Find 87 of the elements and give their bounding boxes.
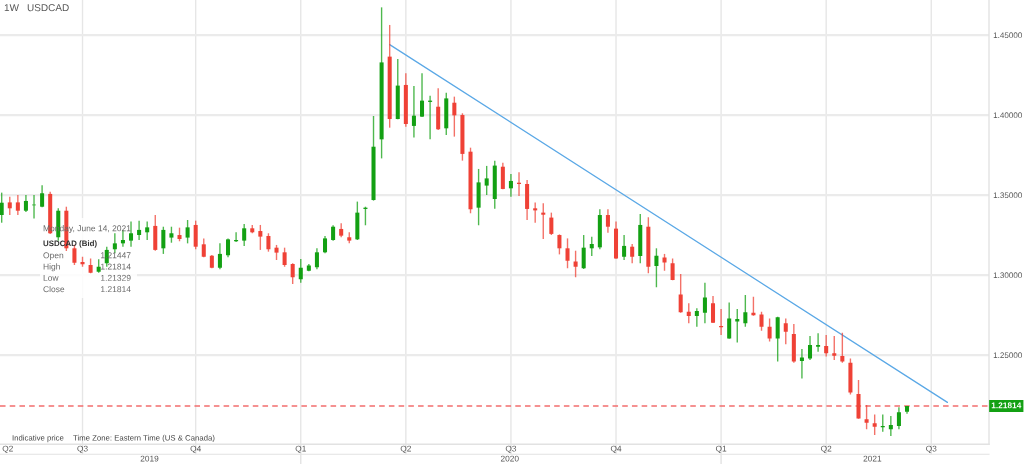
candlestick <box>686 302 691 325</box>
x2-tick-label: 2021 <box>863 455 882 462</box>
candlestick <box>783 317 788 345</box>
x-tick-label: Q3 <box>926 445 937 454</box>
x-tick-label: Q4 <box>610 445 622 454</box>
x-tick-label: Q1 <box>715 445 727 454</box>
candlestick <box>824 334 829 358</box>
candlestick <box>864 404 869 430</box>
candlestick <box>767 317 772 343</box>
x-tick-label: Q3 <box>505 445 517 454</box>
y-tick-label: 1.45000 <box>993 32 1022 39</box>
candlestick <box>411 85 416 139</box>
annotation: 1.21814 <box>101 263 131 270</box>
candlestick <box>896 406 901 430</box>
candlestick <box>419 72 425 118</box>
candlestick <box>589 235 594 257</box>
candlestick <box>129 220 134 248</box>
x-tick-label: Q3 <box>77 445 88 454</box>
candlestick <box>678 273 683 314</box>
candlestick <box>872 413 877 436</box>
x2-tick-label: 2020 <box>500 455 519 462</box>
candlestick <box>557 233 562 256</box>
candlestick <box>694 307 699 328</box>
candlestick <box>654 247 659 289</box>
candlestick <box>452 95 457 138</box>
x-tick-label: Q4 <box>190 445 201 454</box>
candlestick <box>15 194 20 216</box>
candlestick <box>112 232 117 254</box>
candlestick <box>702 282 707 325</box>
candlestick <box>735 308 740 344</box>
x-tick-label: Q1 <box>295 445 306 454</box>
candlestick <box>226 237 231 258</box>
candlestick <box>193 219 198 250</box>
candlestick <box>153 214 158 252</box>
candlestick <box>217 242 222 270</box>
chart-subtitle: USDCAD <box>27 4 69 12</box>
candlestick <box>581 234 586 270</box>
candlestick <box>484 165 489 196</box>
candlestick <box>282 246 287 268</box>
candlestick <box>258 224 263 251</box>
annotation: Close <box>43 285 65 293</box>
candlestick <box>185 219 190 245</box>
candlestick <box>266 232 271 253</box>
x-tick-label: Q2 <box>400 445 411 454</box>
annotation: 1.21329 <box>101 274 131 281</box>
candlestick <box>549 211 554 236</box>
candlestick <box>807 335 813 361</box>
candlestick <box>290 262 295 285</box>
candlestick <box>508 173 513 198</box>
candlestick <box>298 258 303 284</box>
candlestick <box>775 315 780 363</box>
x2-tick-label: 2019 <box>140 455 159 462</box>
candlestick <box>622 234 627 261</box>
annotation: High <box>43 263 60 272</box>
candlestick <box>832 335 837 361</box>
candlestick <box>727 301 732 340</box>
candlestick <box>840 331 845 364</box>
candlestick <box>314 247 319 270</box>
candlestick <box>565 237 570 270</box>
chart-title: 1W <box>4 4 19 12</box>
candlestick <box>500 162 505 190</box>
candlestick <box>541 202 546 240</box>
y-tick-label: 1.35000 <box>993 192 1022 199</box>
candlestick <box>0 191 4 224</box>
candlestick <box>145 220 150 241</box>
candlestick <box>816 332 821 353</box>
candlestick <box>436 87 441 131</box>
candlestick <box>605 208 610 234</box>
candlestick <box>533 201 538 224</box>
y-tick-label: 1.30000 <box>993 272 1022 279</box>
x-tick-label: Q2 <box>821 445 832 454</box>
annotation: 1.21814 <box>101 286 131 293</box>
candlestick <box>630 243 635 265</box>
candlestick <box>242 223 247 247</box>
candlestick <box>759 310 764 332</box>
candlestick <box>161 226 166 255</box>
candlestick <box>7 195 12 216</box>
candlestick <box>888 415 893 437</box>
y-tick-label: 1.40000 <box>993 112 1022 119</box>
candlestick <box>137 219 142 241</box>
ref-line-label: 1.21814 <box>991 402 1022 409</box>
candlestick <box>573 250 578 278</box>
annotation: Open <box>43 252 64 260</box>
annotation: Low <box>43 274 59 281</box>
candlestick <box>710 295 716 324</box>
y-tick-label: 1.25000 <box>993 352 1022 359</box>
candlestick <box>743 294 748 328</box>
